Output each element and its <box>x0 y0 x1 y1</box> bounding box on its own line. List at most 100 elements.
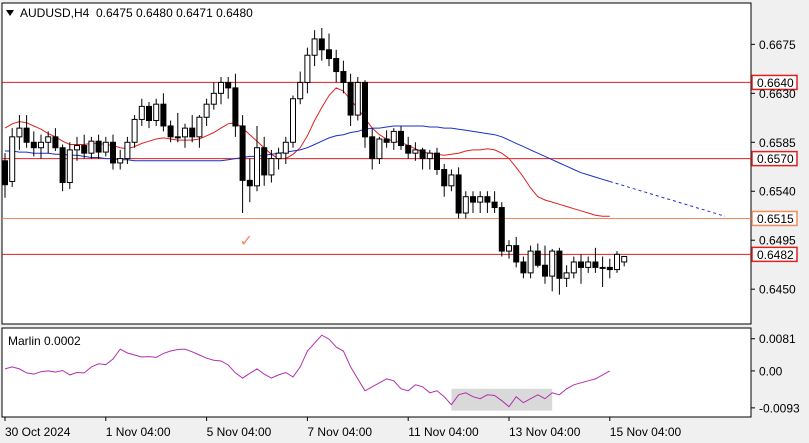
price-tick-label: 0.6495 <box>759 234 796 248</box>
candle-bear <box>23 127 30 143</box>
candle-bull <box>153 103 160 122</box>
candle-bear <box>318 38 325 51</box>
price-axis: 0.6675 0.6630 0.6585 0.6540 0.6495 0.6450 <box>751 38 796 297</box>
candle-bear <box>232 87 239 127</box>
candle-bear <box>2 160 8 186</box>
level-tag-label-0: 0.6640 <box>757 76 794 90</box>
candle-bull <box>477 196 484 203</box>
candle-bear <box>110 141 116 164</box>
candle-bear <box>362 81 368 138</box>
candle-bear <box>484 196 491 203</box>
time-tick-label: 7 Nov 04:00 <box>307 425 372 439</box>
candle-bull <box>117 158 124 164</box>
candle-bear <box>239 125 246 181</box>
candle-bull <box>412 149 419 154</box>
candle-bear <box>95 140 102 153</box>
candle-bear <box>246 179 253 187</box>
level-tag-box-0 <box>751 74 798 91</box>
horizontal-levels: 0.6640 0.6570 0.6515 0.6482 <box>2 74 798 263</box>
candle-bear <box>470 196 476 203</box>
candle-bull <box>124 141 131 160</box>
candle-bear <box>383 138 390 143</box>
candle-bull <box>527 250 534 274</box>
candle-bear <box>340 71 347 83</box>
candle-bull <box>254 147 260 187</box>
candle-bear <box>225 81 232 89</box>
candle-bull <box>275 152 282 160</box>
time-tick-label: 5 Nov 04:00 <box>207 425 272 439</box>
time-tick-label: 13 Nov 04:00 <box>509 425 581 439</box>
candle-bear <box>542 264 548 277</box>
candle-bull <box>376 138 383 160</box>
candle-bear <box>52 136 59 149</box>
candle-bear <box>261 147 268 176</box>
candle-bear <box>578 261 584 268</box>
candle-bear <box>441 168 448 187</box>
level-tag-label-2: 0.6515 <box>757 212 794 226</box>
candle-bear <box>398 130 404 147</box>
ma-blue-dashed-line <box>609 181 726 217</box>
candle-bull <box>614 253 620 271</box>
price-tick-label: 0.6540 <box>759 185 796 199</box>
candle-bull <box>66 149 73 184</box>
candle-bull <box>218 81 224 94</box>
candle-bull <box>131 118 138 143</box>
level-tag-label-1: 0.6570 <box>757 152 794 166</box>
candle-bear <box>405 145 412 154</box>
candle-bear <box>556 250 563 279</box>
time-tick-label: 30 Oct 2024 <box>5 425 71 439</box>
marker-layer: ✓ <box>240 231 253 250</box>
candle-bear <box>333 57 340 73</box>
price-pane[interactable] <box>1 2 752 325</box>
candle-bull <box>210 92 217 105</box>
indicator-title: Marlin 0.0002 <box>8 334 81 348</box>
time-tick-label: 1 Nov 04:00 <box>106 425 171 439</box>
price-tick-label: 0.6675 <box>759 38 796 52</box>
candle-bear <box>347 81 354 116</box>
symbol-dropdown-icon[interactable] <box>6 10 14 16</box>
candle-bear <box>491 201 498 209</box>
indicator-axis: 0.0081 0.00 -0.0093 <box>751 332 800 415</box>
candle-bear <box>326 49 332 59</box>
candle-bull <box>45 136 52 143</box>
candle-bear <box>455 174 462 214</box>
level-tag-box-2 <box>751 210 798 227</box>
candle-bull <box>102 141 109 153</box>
candle-bull <box>88 140 95 154</box>
candle-bull <box>282 141 289 154</box>
price-tick-label: 0.6585 <box>759 136 796 150</box>
candle-bull <box>268 158 275 176</box>
time-tick-label: 11 Nov 04:00 <box>408 425 479 439</box>
candle-bull <box>311 38 318 56</box>
candle-bull <box>9 136 16 182</box>
candle-bear <box>419 149 426 160</box>
indicator-tick-label: 0.00 <box>759 364 783 378</box>
candle-bear <box>146 105 152 122</box>
indicator-line <box>4 334 611 408</box>
candle-bull <box>426 152 433 160</box>
candle-bear <box>160 103 167 127</box>
candle-bull <box>174 136 181 139</box>
candle-bear <box>592 261 599 268</box>
indicator-pane[interactable] <box>1 327 752 418</box>
level-tag-box-3 <box>751 246 798 263</box>
candle-bull <box>38 141 44 149</box>
candle-bull <box>390 130 397 143</box>
candle-bull <box>290 98 296 143</box>
candle-bull <box>448 174 455 187</box>
candle-bull <box>563 272 570 279</box>
indicator-shade-box <box>451 388 553 411</box>
candle-bull <box>585 261 592 268</box>
price-tick-label: 0.6450 <box>759 283 796 297</box>
candle-bull <box>599 266 606 269</box>
symbol-label: AUDUSD,H4 <box>20 6 90 20</box>
candle-bull <box>304 54 311 83</box>
ma-blue-line <box>5 125 610 182</box>
candle-bear <box>189 127 196 138</box>
candle-bear <box>81 145 88 154</box>
ohlc-readout: 0.6475 0.6480 0.6471 0.6480 <box>96 6 253 20</box>
indicator-tick-label: -0.0093 <box>759 401 800 415</box>
indicator-tick-label: 0.0081 <box>759 332 796 346</box>
candle-bear <box>369 136 376 160</box>
